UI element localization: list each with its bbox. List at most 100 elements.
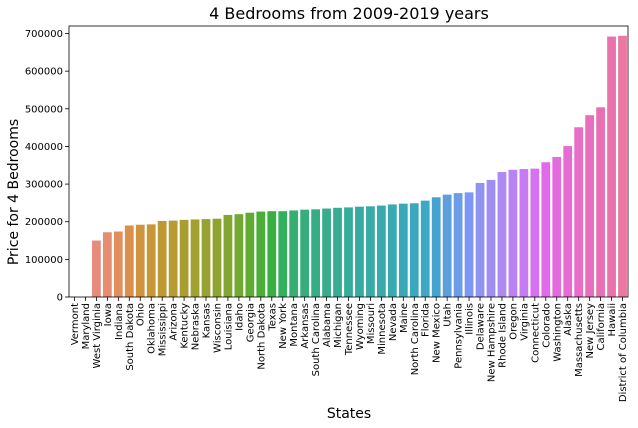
bar — [442, 194, 452, 297]
y-tick-label: 600000 — [25, 67, 63, 78]
x-tick-label: Washington — [552, 303, 563, 362]
x-tick-label: New Jersey — [585, 303, 596, 359]
bar — [519, 169, 529, 297]
bar — [256, 211, 266, 297]
x-tick-label: Tennessee — [344, 303, 355, 356]
bar — [508, 169, 518, 297]
y-tick-label: 400000 — [25, 142, 63, 153]
x-tick-label: Oregon — [508, 303, 519, 340]
x-tick-label: Texas — [267, 303, 278, 332]
x-tick-label: South Dakota — [125, 303, 136, 371]
y-tick-label: 700000 — [25, 29, 63, 40]
y-tick-label: 200000 — [25, 217, 63, 228]
x-tick-label: Nevada — [388, 303, 399, 341]
bar — [366, 206, 375, 297]
x-tick-label: West Virginia — [92, 303, 103, 368]
bar — [146, 224, 156, 297]
x-tick-label: Colorado — [541, 303, 552, 348]
bar — [212, 218, 222, 297]
bar — [475, 182, 485, 297]
x-tick-label: Rhode Island — [497, 303, 508, 368]
x-tick-label: Wyoming — [355, 303, 366, 350]
x-tick-label: Massachusetts — [574, 303, 585, 377]
bars — [92, 35, 627, 298]
x-tick-label: Kansas — [202, 303, 213, 338]
bar — [267, 211, 277, 297]
bar — [585, 115, 595, 298]
y-axis-ticks: 0 100000 200000 300000 400000 500000 600000 700… — [25, 29, 69, 304]
x-tick-label: Oklahoma — [147, 303, 158, 354]
bar — [124, 225, 134, 297]
x-tick-label: Pennsylvania — [454, 303, 465, 369]
x-tick-label: Florida — [421, 303, 432, 337]
bar — [618, 35, 627, 298]
chart-title: 4 Bedrooms from 2009-2019 years — [209, 4, 489, 23]
x-tick-label: Iowa — [103, 303, 114, 326]
x-tick-label: Michigan — [333, 303, 344, 348]
x-tick-label: Vermont — [70, 303, 81, 345]
bar — [344, 207, 353, 297]
x-tick-label: South Carolina — [311, 303, 322, 376]
x-tick-label: Delaware — [476, 303, 487, 350]
y-axis-label: Price for 4 Bedrooms — [6, 119, 22, 265]
bar — [552, 156, 562, 297]
x-tick-label: North Dakota — [256, 303, 267, 370]
bar — [190, 219, 200, 297]
x-tick-label: Kentucky — [180, 303, 191, 349]
x-tick-label: Ohio — [136, 303, 147, 326]
bar — [453, 193, 463, 297]
bar — [464, 192, 474, 297]
bar — [355, 206, 364, 297]
x-tick-label: Minnesota — [377, 303, 388, 355]
bar — [223, 214, 233, 297]
bar — [201, 219, 211, 297]
bar — [92, 240, 101, 297]
x-tick-label: Wisconsin — [212, 303, 223, 353]
x-tick-label: Missouri — [366, 303, 377, 344]
bar — [157, 220, 167, 297]
bar — [300, 209, 310, 297]
x-tick-label: District of Columbia — [618, 303, 629, 402]
bar — [376, 205, 386, 297]
bar — [409, 203, 419, 297]
x-tick-label: California — [596, 303, 607, 351]
x-tick-label: Indiana — [114, 303, 125, 340]
bar — [398, 203, 408, 297]
y-tick-label: 300000 — [25, 180, 63, 191]
bar — [289, 210, 299, 297]
bar — [311, 209, 321, 297]
x-tick-label: Nebraska — [191, 303, 202, 350]
bar — [541, 162, 551, 297]
bar — [113, 231, 123, 297]
bar — [179, 219, 189, 297]
x-tick-label: North Carolina — [410, 303, 421, 375]
x-tick-label: Illinois — [465, 303, 476, 335]
bar — [234, 214, 244, 297]
bar — [168, 220, 178, 297]
bar — [102, 232, 112, 297]
x-tick-label: New Hampshire — [486, 303, 497, 382]
x-tick-label: Georgia — [245, 303, 256, 342]
x-tick-label: Maine — [399, 303, 410, 333]
bar — [574, 127, 584, 297]
x-tick-label: Maryland — [81, 303, 92, 349]
y-tick-label: 100000 — [25, 255, 63, 266]
bar — [387, 204, 397, 297]
x-axis-ticks: Vermont Maryland West Virginia Iowa Indiana S… — [70, 297, 629, 402]
bar — [596, 107, 605, 297]
x-tick-label: Arkansas — [300, 303, 311, 349]
plot-frame — [68, 25, 629, 298]
bar — [607, 36, 616, 298]
x-tick-label: Arizona — [169, 303, 180, 341]
x-tick-label: Idaho — [234, 303, 245, 331]
x-tick-label: Hawaii — [607, 303, 618, 337]
x-tick-label: New Mexico — [432, 303, 443, 363]
bar — [278, 211, 288, 297]
bar — [420, 200, 430, 297]
bar — [431, 197, 441, 297]
bar — [486, 179, 496, 297]
bar — [245, 212, 255, 297]
bar — [135, 224, 145, 297]
x-tick-label: New York — [278, 303, 289, 349]
